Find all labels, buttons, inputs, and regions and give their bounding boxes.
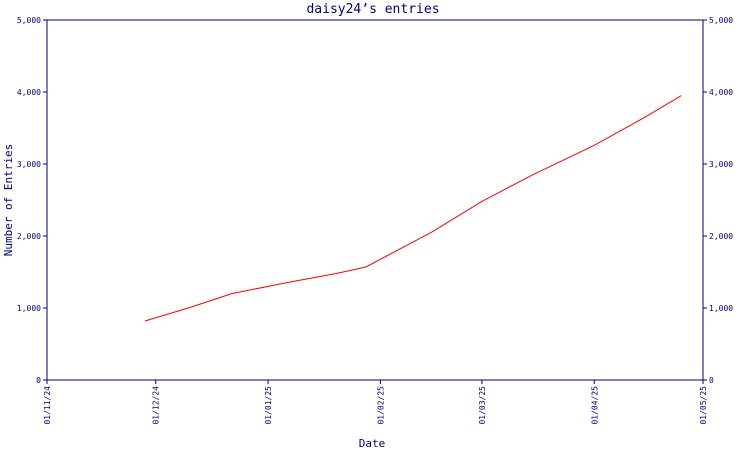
x-axis: 01/11/24 01/12/24 01/01/25 01/02/25 01/03/25… [43,380,708,425]
x-tick-label: 01/11/24 [43,386,52,425]
x-tick-label: 01/04/25 [590,386,599,425]
x-tick-label: 01/03/25 [478,386,487,425]
y-tick-label-right: 5,000 [709,16,733,25]
plot-frame [46,19,704,381]
chart-title: daisy24’s entries [306,2,439,17]
x-tick-label: 01/02/25 [376,386,385,425]
y-tick-label-left: 2,000 [17,232,41,241]
y-tick-label-right: 1,000 [709,304,733,313]
y-tick-label-left: 1,000 [17,304,41,313]
y-tick-label-left: 0 [36,376,41,385]
y-axis-title: Number of Entries [2,144,15,257]
x-tick-label: 01/01/25 [264,386,273,425]
y-axis-right: 0 1,000 2,000 3,000 4,000 5,000 [703,16,733,385]
y-tick-label-left: 5,000 [17,16,41,25]
y-tick-label-left: 3,000 [17,160,41,169]
y-axis-left: 0 1,000 2,000 3,000 4,000 5,000 [17,16,47,385]
y-tick-label-right: 3,000 [709,160,733,169]
y-tick-label-right: 4,000 [709,88,733,97]
x-axis-title: Date [359,437,386,450]
x-tick-label: 01/05/25 [699,386,708,425]
x-tick-label: 01/12/24 [152,386,161,425]
y-tick-label-left: 4,000 [17,88,41,97]
y-tick-label-right: 2,000 [709,232,733,241]
y-tick-label-right: 0 [709,376,714,385]
series-layer [144,95,682,322]
series-line [144,95,682,322]
